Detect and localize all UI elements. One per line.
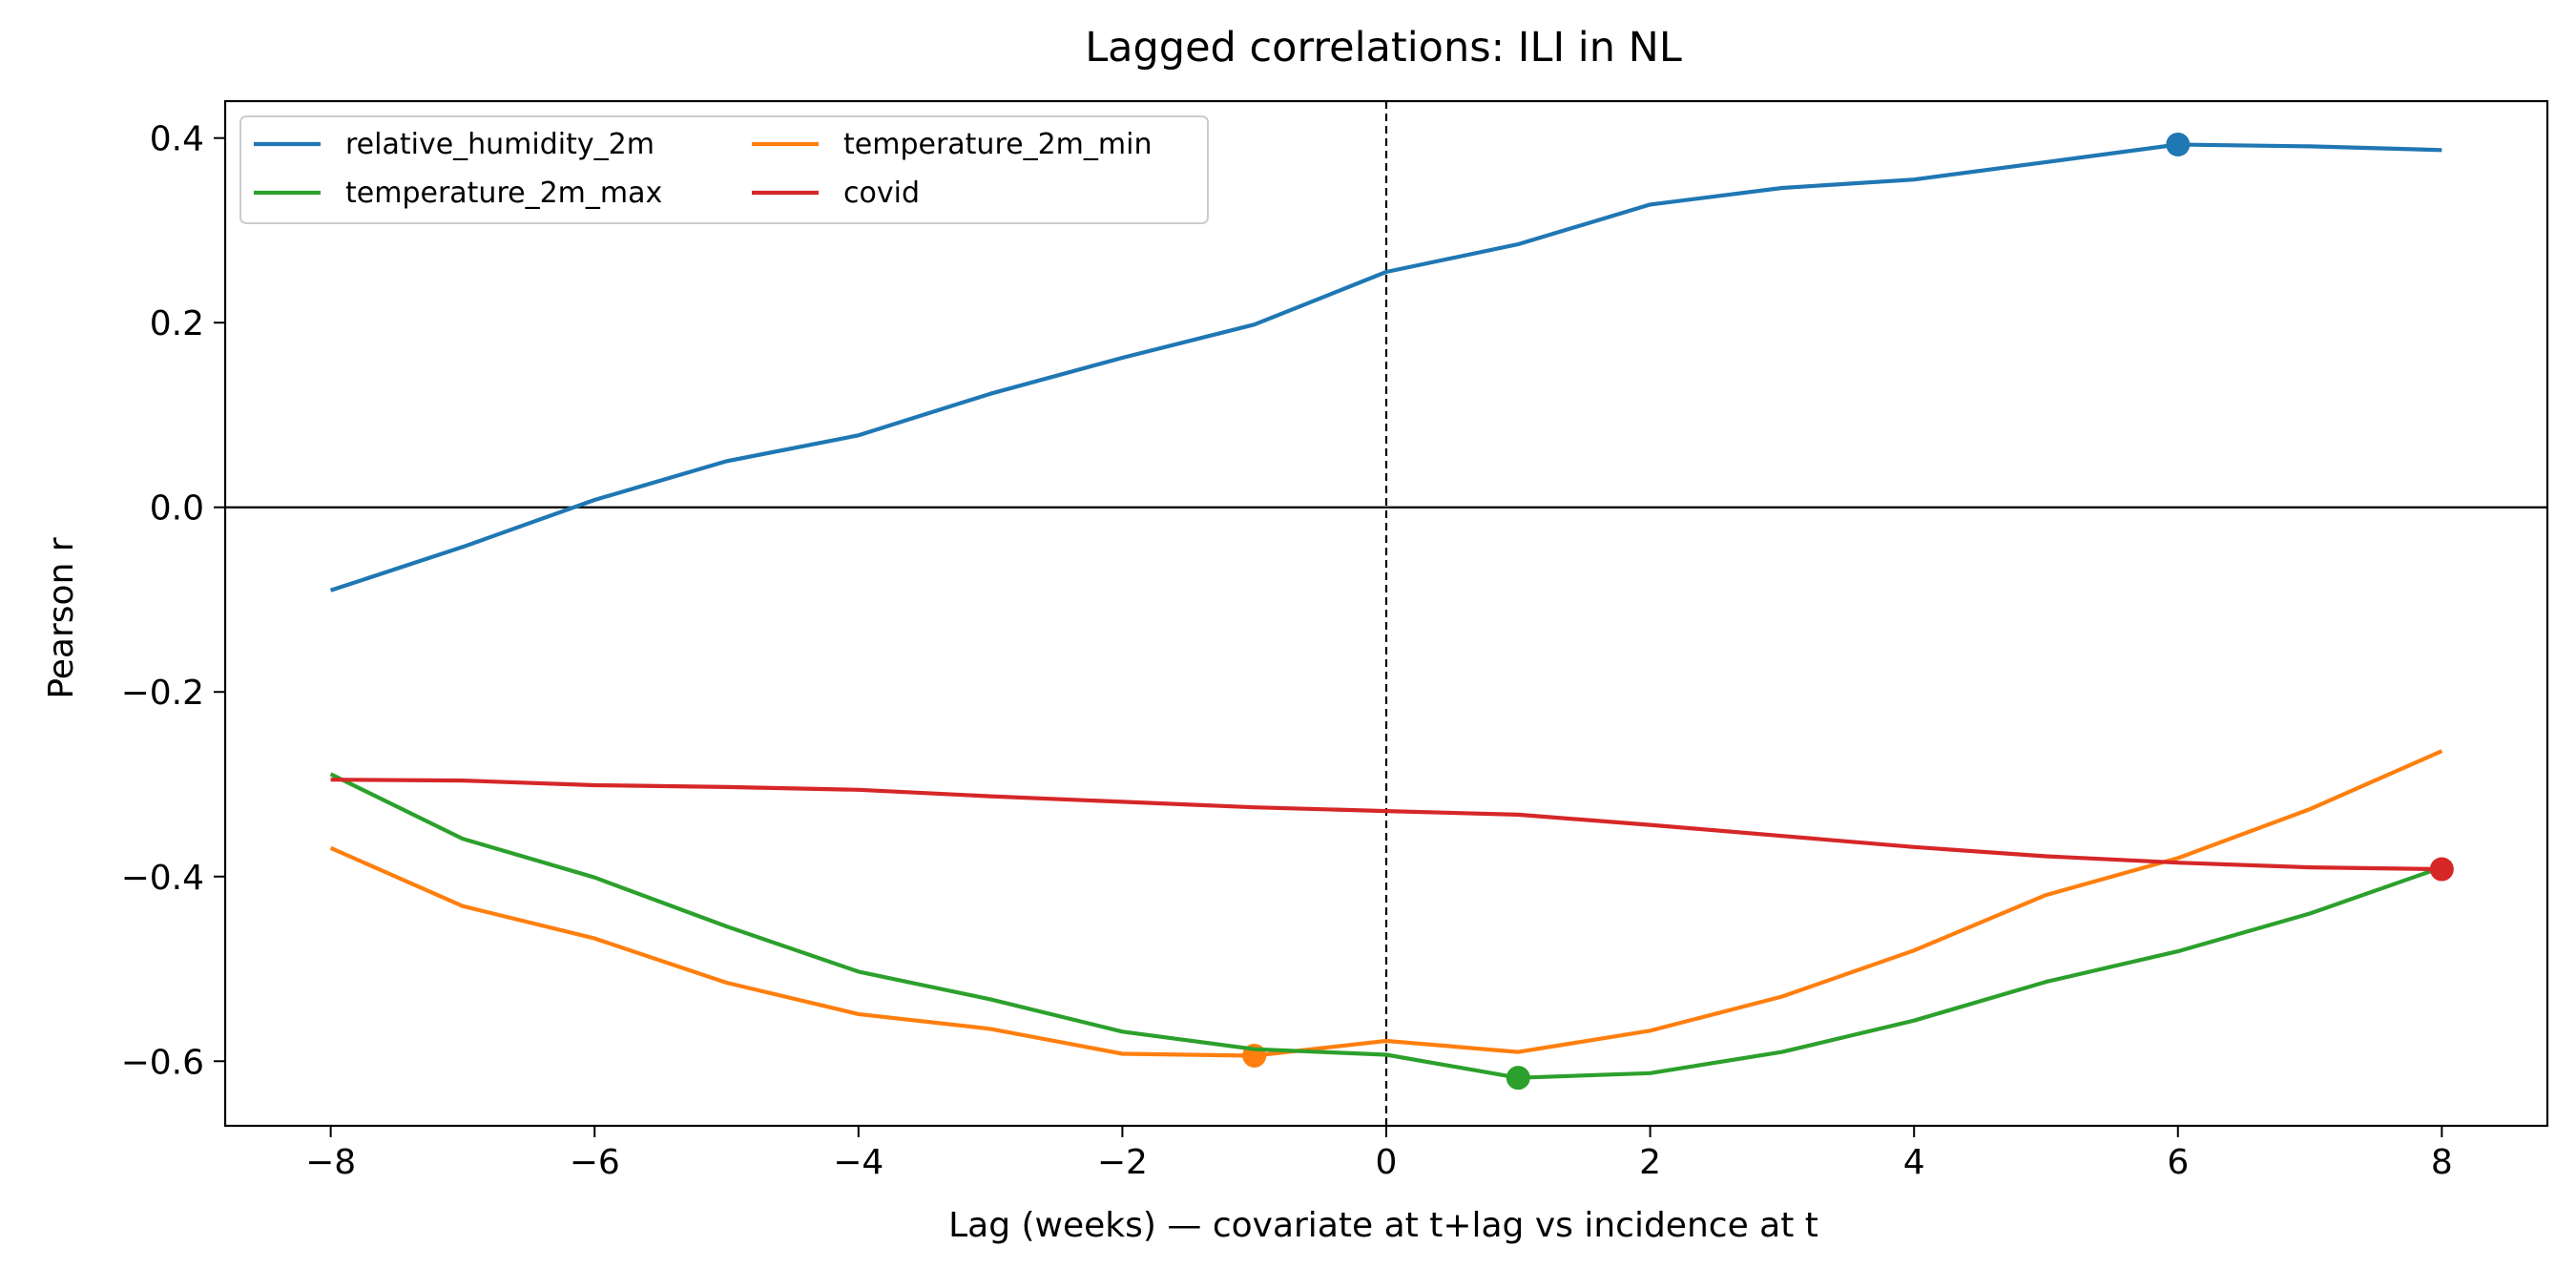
x-tick-label: −8 xyxy=(305,1143,356,1182)
legend: relative_humidity_2m temperature_2m_minte… xyxy=(239,115,1209,224)
x-axis-label: Lag (weeks) — covariate at t+lag vs inci… xyxy=(948,1206,1818,1245)
peak-marker-relative_humidity_2m xyxy=(2166,132,2191,156)
series-line-temperature_2m_max xyxy=(329,772,2443,1080)
legend-box xyxy=(239,115,1209,224)
legend-label-temperature_2m_max: temperature_2m_max xyxy=(345,177,662,210)
y-tick-label: 0.4 xyxy=(150,120,204,159)
x-tick-label: 4 xyxy=(1903,1143,1925,1182)
y-axis-label: Pearson r xyxy=(42,537,81,698)
x-tick-label: −2 xyxy=(1097,1143,1148,1182)
x-tick-label: 6 xyxy=(2167,1143,2189,1182)
legend-label-covid: covid xyxy=(843,177,920,210)
x-tick-label: −4 xyxy=(833,1143,883,1182)
legend-label-relative_humidity_2m: relative_humidity_2m xyxy=(345,128,654,161)
series-line-temperature_2m_min xyxy=(329,749,2443,1058)
series-line-covid xyxy=(330,778,2442,872)
series-line-relative_humidity_2m xyxy=(329,142,2442,592)
y-tick-label: −0.2 xyxy=(121,674,204,713)
x-tick-label: −6 xyxy=(570,1143,620,1182)
x-tick-label: 2 xyxy=(1639,1143,1661,1182)
peak-marker-temperature_2m_max xyxy=(1506,1066,1530,1091)
y-tick-label: 0.2 xyxy=(150,304,204,343)
y-tick-label: −0.6 xyxy=(121,1043,204,1082)
x-tick-label: 8 xyxy=(2431,1143,2453,1182)
y-tick-label: 0.0 xyxy=(150,489,204,529)
chart-title: Lagged correlations: ILI in NL xyxy=(1085,24,1682,72)
axes: −8 −6 −4 −2 0 2 4 6 8 0.4 0.2 0.0 −0.2 −0.4 −0.6 xyxy=(121,99,2549,1182)
y-tick-label: −0.4 xyxy=(121,859,204,898)
legend-label-temperature_2m_min: temperature_2m_min xyxy=(843,128,1152,161)
x-tick-label: 0 xyxy=(1376,1143,1398,1182)
peak-marker-covid xyxy=(2429,857,2454,882)
plot-area xyxy=(225,101,2547,1126)
